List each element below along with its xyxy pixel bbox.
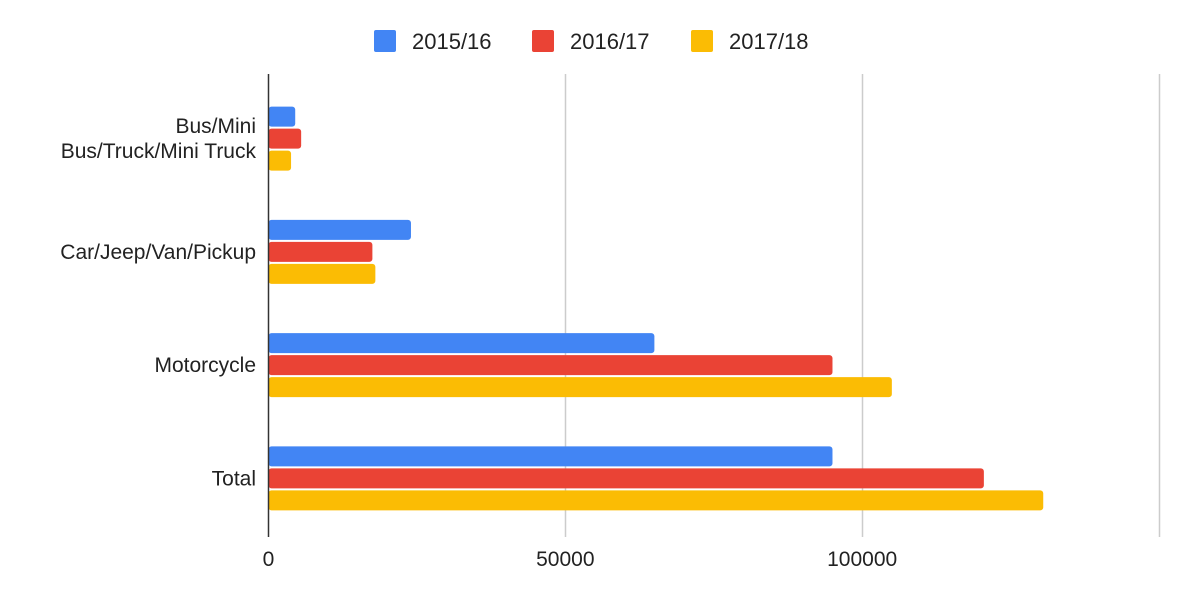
grid bbox=[564, 74, 1161, 537]
bar-total-2017-18 bbox=[268, 490, 1044, 511]
legend-swatch-2017-18 bbox=[691, 30, 713, 52]
bar-motorcycle-2017-18 bbox=[268, 377, 892, 398]
x-tick-label-0: 0 bbox=[263, 548, 275, 571]
bar-bus-mini-bus-truck-mini-truck-2015-16 bbox=[268, 106, 296, 127]
category-label: Motorcycle bbox=[154, 354, 256, 377]
category-label: Car/Jeep/Van/Pickup bbox=[60, 241, 256, 264]
category-label: Bus/Mini bbox=[175, 115, 256, 138]
bar-total-2016-17 bbox=[268, 468, 984, 489]
x-tick-label-50000: 50000 bbox=[536, 548, 594, 571]
legend-swatch-2015-16 bbox=[374, 30, 396, 52]
bar-bus-mini-bus-truck-mini-truck-2016-17 bbox=[268, 128, 302, 149]
bar-bus-mini-bus-truck-mini-truck-2017-18 bbox=[268, 150, 292, 171]
bar-total-2015-16 bbox=[268, 446, 833, 467]
bar-motorcycle-2015-16 bbox=[268, 333, 655, 354]
legend-label-2016-17: 2016/17 bbox=[570, 29, 650, 54]
bar-motorcycle-2016-17 bbox=[268, 355, 833, 376]
bars bbox=[268, 106, 1044, 511]
bar-car-jeep-van-pickup-2015-16 bbox=[268, 219, 411, 240]
legend: 2015/16 2016/17 2017/18 bbox=[374, 29, 809, 54]
category-label: Bus/Truck/Mini Truck bbox=[61, 140, 257, 163]
legend-label-2015-16: 2015/16 bbox=[412, 29, 492, 54]
x-tick-labels: 0 50000 100000 bbox=[263, 548, 898, 571]
bar-car-jeep-van-pickup-2017-18 bbox=[268, 263, 376, 284]
bar-car-jeep-van-pickup-2016-17 bbox=[268, 241, 373, 262]
legend-swatch-2016-17 bbox=[532, 30, 554, 52]
legend-label-2017-18: 2017/18 bbox=[729, 29, 809, 54]
x-tick-label-100000: 100000 bbox=[827, 548, 897, 571]
category-label: Total bbox=[212, 467, 256, 490]
